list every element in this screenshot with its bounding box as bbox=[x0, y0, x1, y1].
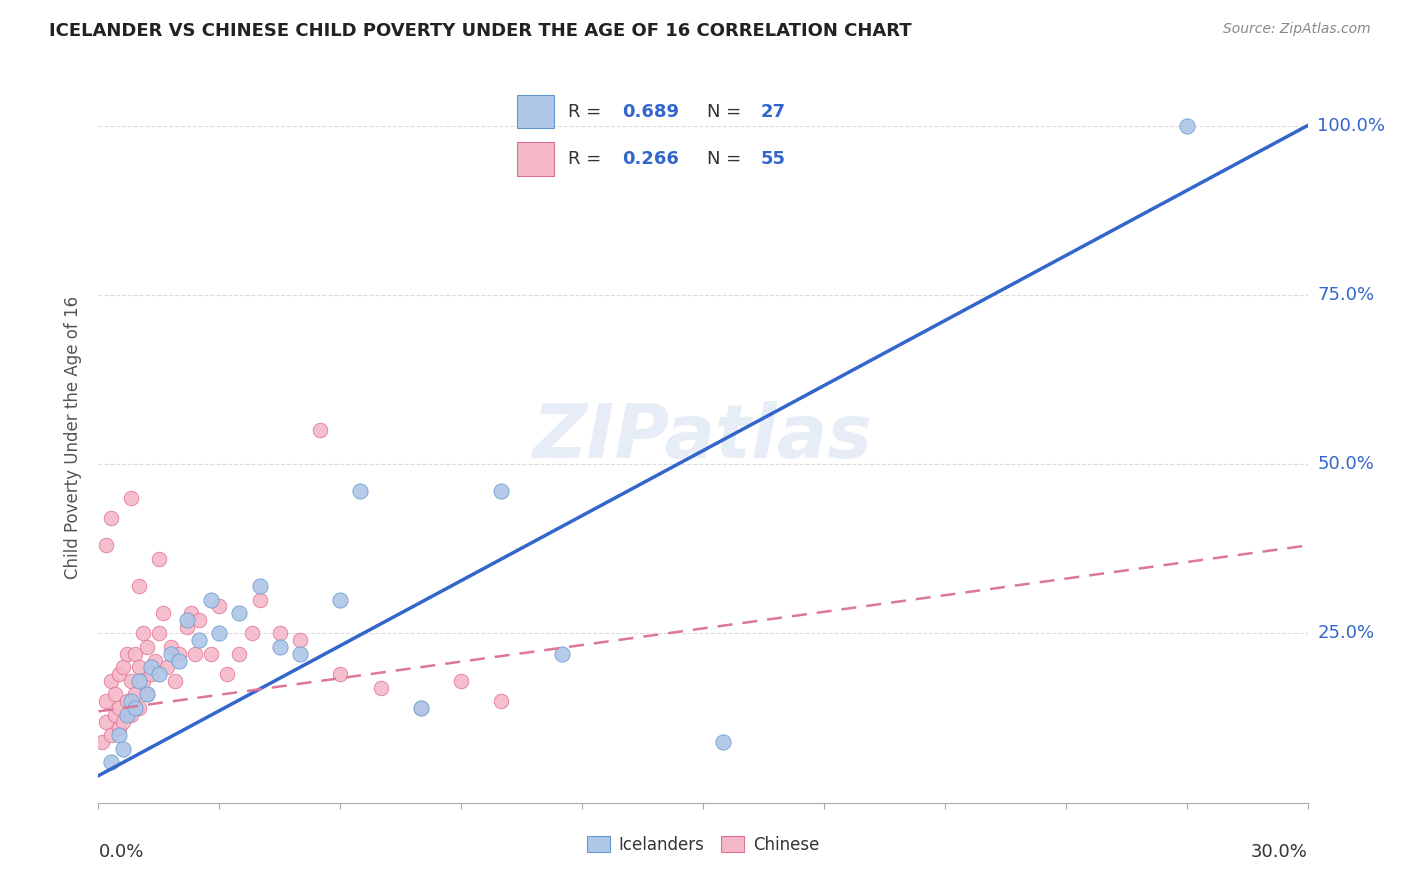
Point bbox=[128, 660, 150, 674]
Text: Source: ZipAtlas.com: Source: ZipAtlas.com bbox=[1223, 22, 1371, 37]
Point bbox=[208, 599, 231, 614]
Point bbox=[370, 681, 392, 695]
Point bbox=[120, 707, 142, 722]
Point bbox=[91, 735, 114, 749]
Point bbox=[551, 647, 574, 661]
Point bbox=[409, 701, 432, 715]
Text: 30.0%: 30.0% bbox=[1251, 843, 1308, 861]
Point bbox=[132, 626, 155, 640]
Point bbox=[269, 626, 291, 640]
Point bbox=[96, 714, 118, 729]
Point bbox=[148, 626, 170, 640]
Point bbox=[288, 647, 311, 661]
Point bbox=[228, 647, 250, 661]
Legend: Icelanders, Chinese: Icelanders, Chinese bbox=[581, 829, 825, 860]
Point bbox=[107, 728, 129, 742]
Point bbox=[188, 633, 211, 648]
Point bbox=[200, 647, 222, 661]
Text: 50.0%: 50.0% bbox=[1317, 455, 1374, 473]
Point bbox=[139, 667, 162, 681]
Point bbox=[329, 592, 352, 607]
Point bbox=[96, 694, 118, 708]
Point bbox=[120, 491, 142, 505]
Text: 100.0%: 100.0% bbox=[1317, 117, 1385, 135]
Point bbox=[491, 484, 513, 499]
Point bbox=[124, 647, 146, 661]
Point bbox=[124, 688, 146, 702]
Point bbox=[167, 647, 190, 661]
Point bbox=[269, 640, 291, 654]
Point bbox=[148, 667, 170, 681]
Text: ICELANDER VS CHINESE CHILD POVERTY UNDER THE AGE OF 16 CORRELATION CHART: ICELANDER VS CHINESE CHILD POVERTY UNDER… bbox=[49, 22, 912, 40]
Point bbox=[100, 755, 122, 769]
Point bbox=[184, 647, 207, 661]
Point bbox=[96, 538, 118, 552]
Point bbox=[152, 606, 174, 620]
Point bbox=[249, 579, 271, 593]
Point bbox=[148, 552, 170, 566]
Point bbox=[135, 688, 157, 702]
Point bbox=[100, 511, 122, 525]
Point bbox=[349, 484, 371, 499]
Point bbox=[115, 694, 138, 708]
Point bbox=[135, 640, 157, 654]
Text: 25.0%: 25.0% bbox=[1317, 624, 1375, 642]
Point bbox=[111, 714, 134, 729]
Point bbox=[217, 667, 239, 681]
Point bbox=[100, 673, 122, 688]
Point bbox=[103, 688, 125, 702]
Point bbox=[208, 626, 231, 640]
Point bbox=[115, 647, 138, 661]
Point bbox=[100, 728, 122, 742]
Point bbox=[309, 423, 332, 437]
Point bbox=[107, 701, 129, 715]
Point bbox=[120, 694, 142, 708]
Point bbox=[450, 673, 472, 688]
Point bbox=[176, 613, 198, 627]
Point bbox=[167, 654, 190, 668]
Text: ZIPatlas: ZIPatlas bbox=[533, 401, 873, 474]
Point bbox=[200, 592, 222, 607]
Point bbox=[160, 640, 183, 654]
Point bbox=[176, 620, 198, 634]
Text: 75.0%: 75.0% bbox=[1317, 285, 1375, 304]
Point bbox=[103, 707, 125, 722]
Point bbox=[240, 626, 263, 640]
Point bbox=[329, 667, 352, 681]
Point bbox=[115, 707, 138, 722]
Point bbox=[180, 606, 202, 620]
Point bbox=[491, 694, 513, 708]
Point bbox=[188, 613, 211, 627]
Point bbox=[128, 701, 150, 715]
Point bbox=[249, 592, 271, 607]
Point bbox=[107, 667, 129, 681]
Point bbox=[156, 660, 179, 674]
Point bbox=[124, 701, 146, 715]
Point bbox=[132, 673, 155, 688]
Point bbox=[288, 633, 311, 648]
Point bbox=[1175, 119, 1198, 133]
Point bbox=[409, 701, 432, 715]
Point bbox=[128, 673, 150, 688]
Point bbox=[107, 721, 129, 735]
Point bbox=[120, 673, 142, 688]
Point bbox=[160, 647, 183, 661]
Point bbox=[711, 735, 734, 749]
Y-axis label: Child Poverty Under the Age of 16: Child Poverty Under the Age of 16 bbox=[65, 295, 83, 579]
Point bbox=[135, 688, 157, 702]
Text: 0.0%: 0.0% bbox=[98, 843, 143, 861]
Point bbox=[111, 660, 134, 674]
Point bbox=[139, 660, 162, 674]
Point bbox=[111, 741, 134, 756]
Point bbox=[128, 579, 150, 593]
Point bbox=[228, 606, 250, 620]
Point bbox=[143, 654, 166, 668]
Point bbox=[163, 673, 186, 688]
